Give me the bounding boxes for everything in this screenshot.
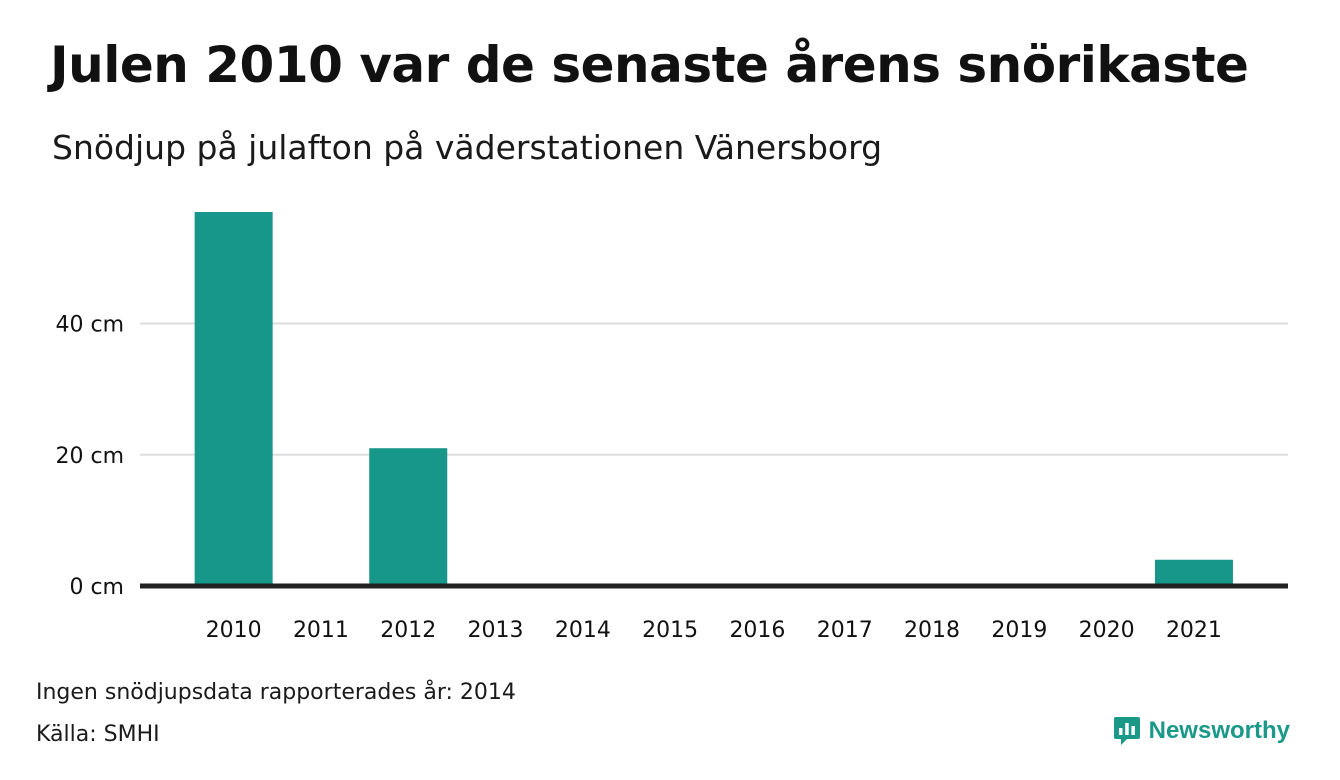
x-tick-label: 2010 <box>206 618 262 643</box>
gridlines <box>140 322 1288 456</box>
x-tick-label: 2021 <box>1166 618 1222 643</box>
x-tick-label: 2014 <box>555 618 611 643</box>
newsworthy-logo-icon <box>1113 717 1140 745</box>
chart-subtitle: Snödjup på julafton på väderstationen Vä… <box>52 128 883 167</box>
source-credit: Källa: SMHI <box>36 722 160 747</box>
y-tick-label: 0 cm <box>69 575 124 600</box>
missing-data-note: Ingen snödjupsdata rapporterades år: 201… <box>36 680 516 705</box>
y-tick-label: 40 cm <box>55 313 124 338</box>
x-tick-label: 2020 <box>1079 618 1135 643</box>
x-tick-label: 2017 <box>817 618 873 643</box>
x-tick-label: 2015 <box>642 618 698 643</box>
bars <box>194 212 1233 586</box>
bar-2010 <box>194 212 273 586</box>
x-tick-label: 2012 <box>380 618 436 643</box>
x-tick-label: 2018 <box>904 618 960 643</box>
bar-chart: 0 cm 20 cm 40 cm 2010 2011 2012 2013 2014 2015 20… <box>55 212 1288 643</box>
x-tick-label: 2016 <box>729 618 785 643</box>
x-tick-label: 2011 <box>293 618 349 643</box>
bar-2012 <box>369 448 448 586</box>
x-tick-label: 2019 <box>991 618 1047 643</box>
chart-title: Julen 2010 var de senaste årens snörikas… <box>50 36 1249 94</box>
y-tick-label: 20 cm <box>55 444 124 469</box>
newsworthy-brand: Newsworthy <box>1113 716 1290 746</box>
x-tick-label: 2013 <box>468 618 524 643</box>
bar-2021 <box>1154 559 1233 586</box>
newsworthy-wordmark: Newsworthy <box>1148 717 1290 744</box>
axes: 0 cm 20 cm 40 cm 2010 2011 2012 2013 2014 2015 20… <box>55 313 1288 643</box>
